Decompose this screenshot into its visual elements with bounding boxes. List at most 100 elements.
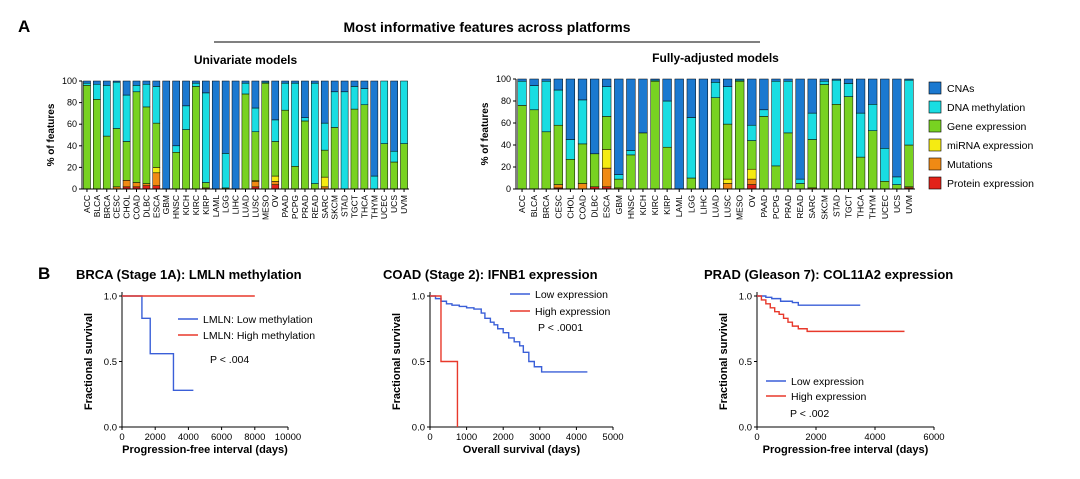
x-tick-label: LUAD bbox=[711, 195, 721, 218]
bar-segment bbox=[400, 143, 408, 190]
legend-swatch bbox=[928, 119, 942, 133]
bar-segment bbox=[122, 80, 131, 96]
bar-segment bbox=[152, 80, 161, 87]
bar-segment bbox=[517, 78, 527, 82]
x-tick-label: UCS bbox=[892, 195, 902, 213]
y-axis-label: Fractional survival bbox=[391, 313, 403, 410]
bar-segment bbox=[271, 181, 280, 185]
x-tick-label: 2000 bbox=[145, 432, 166, 443]
bar-segment bbox=[602, 86, 612, 117]
bar-segment bbox=[370, 175, 379, 190]
legend-label: Low expression bbox=[535, 289, 608, 301]
bar-segment bbox=[390, 161, 398, 190]
bar-segment bbox=[771, 165, 781, 190]
x-tick-label: OV bbox=[747, 195, 757, 208]
x-tick-label: UVM bbox=[904, 195, 914, 214]
bar-segment bbox=[340, 91, 349, 190]
bar-segment bbox=[281, 82, 289, 111]
x-tick-label: STAD bbox=[831, 195, 841, 217]
x-tick-label: THYM bbox=[868, 195, 878, 219]
x-tick-label: OV bbox=[270, 195, 280, 208]
bar-segment bbox=[614, 178, 624, 189]
bar-segment bbox=[759, 109, 769, 117]
y-tick-label: 20 bbox=[501, 162, 511, 172]
x-tick-label: THCA bbox=[856, 195, 866, 218]
bar-segment bbox=[904, 144, 914, 188]
bar-segment bbox=[662, 146, 672, 190]
x-tick-label: 4000 bbox=[864, 432, 885, 443]
bar-segment bbox=[251, 107, 260, 133]
x-tick-label: TGCT bbox=[844, 195, 854, 218]
bar-segment bbox=[172, 152, 180, 190]
bar-segment bbox=[710, 78, 721, 83]
bar-segment bbox=[577, 143, 588, 184]
legend-swatch bbox=[928, 100, 942, 114]
bar-segment bbox=[747, 140, 757, 170]
x-tick-label: 0 bbox=[119, 432, 124, 443]
legend-label: High expression bbox=[791, 391, 866, 403]
x-tick-label: 10000 bbox=[275, 432, 301, 443]
p-value: P < .0001 bbox=[538, 322, 583, 334]
bar-segment bbox=[192, 86, 200, 190]
bar-segment bbox=[122, 141, 131, 181]
bar-segment bbox=[855, 112, 866, 158]
x-tick-label: 6000 bbox=[923, 432, 944, 443]
bar-segment bbox=[577, 183, 588, 190]
x-tick-label: KICH bbox=[638, 195, 648, 215]
y-tick-label: 40 bbox=[501, 140, 511, 150]
y-tick-label: 80 bbox=[67, 98, 77, 108]
bar-segment bbox=[892, 176, 902, 185]
y-axis-label: % of features bbox=[480, 102, 491, 165]
bar-segment bbox=[517, 80, 527, 106]
bar-segment bbox=[251, 181, 260, 188]
bar-segment bbox=[722, 183, 733, 190]
x-tick-label: KIRC bbox=[191, 195, 201, 215]
x-tick-label: CESC bbox=[553, 195, 563, 219]
x-tick-label: COAD bbox=[132, 195, 142, 220]
x-tick-label: 0 bbox=[427, 432, 432, 443]
bar-segment bbox=[747, 178, 757, 185]
bar-segment bbox=[281, 80, 289, 84]
bar-segment bbox=[614, 78, 624, 175]
x-tick-label: LUSC bbox=[250, 195, 260, 218]
bar-segment bbox=[626, 78, 636, 151]
bar-segment bbox=[370, 80, 379, 177]
bar-segment bbox=[350, 86, 359, 110]
bar-segment bbox=[855, 156, 866, 190]
bar-segment bbox=[710, 82, 721, 98]
x-tick-label: STAD bbox=[340, 195, 350, 217]
bar-segment bbox=[541, 78, 551, 82]
bar-segment bbox=[880, 78, 890, 149]
bar-segment bbox=[868, 130, 878, 190]
bar-segment bbox=[577, 78, 588, 101]
bar-segment bbox=[311, 82, 319, 184]
y-tick-label: 1.0 bbox=[104, 292, 117, 303]
bar-segment bbox=[261, 82, 270, 190]
x-tick-label: THYM bbox=[369, 195, 379, 219]
bar-segment bbox=[142, 83, 151, 108]
bar-segment bbox=[771, 78, 781, 82]
bar-segment bbox=[747, 78, 757, 126]
y-axis-label: Fractional survival bbox=[718, 313, 730, 410]
x-tick-label: LUAD bbox=[241, 195, 251, 218]
bar-segment bbox=[311, 183, 319, 190]
bar-segment bbox=[202, 80, 210, 94]
y-tick-label: 0.5 bbox=[739, 357, 752, 368]
chart-title: Fully-adjusted models bbox=[652, 51, 779, 65]
bar-segment bbox=[880, 148, 890, 182]
bar-segment bbox=[211, 80, 220, 190]
bar-segment bbox=[553, 124, 563, 185]
bar-segment bbox=[102, 135, 111, 190]
bar-segment bbox=[83, 82, 91, 86]
bar-segment bbox=[152, 86, 161, 124]
legend-label: Mutations bbox=[947, 159, 993, 171]
legend-swatch bbox=[928, 81, 942, 95]
bar-segment bbox=[192, 82, 200, 87]
panel-label-b: B bbox=[38, 264, 50, 283]
bar-segment bbox=[330, 80, 339, 93]
y-tick-label: 100 bbox=[496, 74, 511, 84]
bar-segment bbox=[602, 149, 612, 169]
bar-segment bbox=[360, 88, 369, 106]
bar-segment bbox=[831, 104, 842, 190]
